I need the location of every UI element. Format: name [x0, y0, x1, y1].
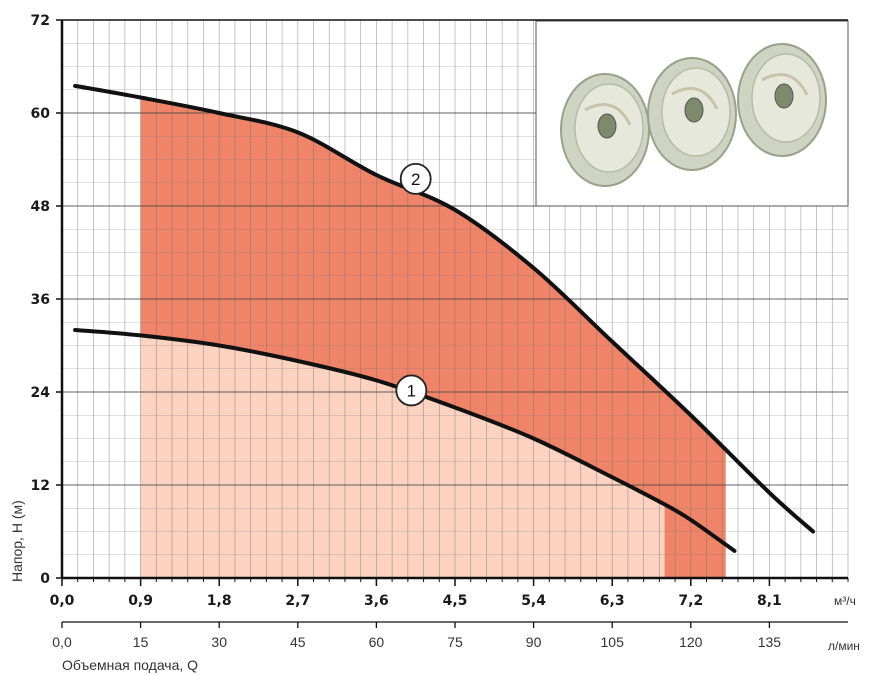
impeller-inset [536, 21, 848, 206]
x-tick-label: 8,1 [757, 593, 782, 609]
curve-marker-label: 1 [407, 381, 416, 400]
impeller-hub-icon [775, 84, 793, 108]
y-tick-label: 60 [31, 106, 51, 122]
impeller-hub-icon [685, 98, 703, 122]
x2-tick-label: 135 [758, 634, 782, 650]
y-tick-label: 0 [40, 571, 50, 587]
x2-tick-label: 0,0 [52, 634, 72, 650]
x-tick-label: 4,5 [443, 593, 468, 609]
x2-tick-label: 120 [679, 634, 703, 650]
y-tick-label: 48 [31, 199, 50, 215]
y-tick-label: 72 [31, 13, 50, 29]
x2-tick-label: 105 [601, 634, 625, 650]
x2-tick-label: 30 [211, 634, 227, 650]
y-axis-title: Напор, Н (м) [9, 500, 25, 582]
x-axis-title: Объемная подача, Q [62, 657, 198, 673]
x2-tick-label: 45 [290, 634, 306, 650]
x2-tick-label: 90 [526, 634, 542, 650]
x-tick-label: 7,2 [678, 593, 703, 609]
x-tick-label: 6,3 [600, 593, 625, 609]
x-tick-label: 1,8 [207, 593, 232, 609]
x2-unit-label: л/мин [828, 639, 860, 653]
curve-marker-label: 2 [411, 170, 420, 189]
y-tick-label: 36 [31, 292, 50, 308]
x-tick-label: 5,4 [521, 593, 546, 609]
x-tick-label: 0,9 [128, 593, 153, 609]
x-tick-label: 3,6 [364, 593, 389, 609]
x-unit-label: м³/ч [834, 594, 856, 608]
x-tick-label: 2,7 [285, 593, 310, 609]
x2-tick-label: 75 [447, 634, 463, 650]
x2-tick-label: 60 [369, 634, 385, 650]
x-tick-label: 0,0 [50, 593, 75, 609]
x2-tick-label: 15 [133, 634, 149, 650]
y-tick-label: 24 [31, 385, 51, 401]
impeller-hub-icon [598, 114, 616, 138]
y-tick-label: 12 [31, 478, 50, 494]
